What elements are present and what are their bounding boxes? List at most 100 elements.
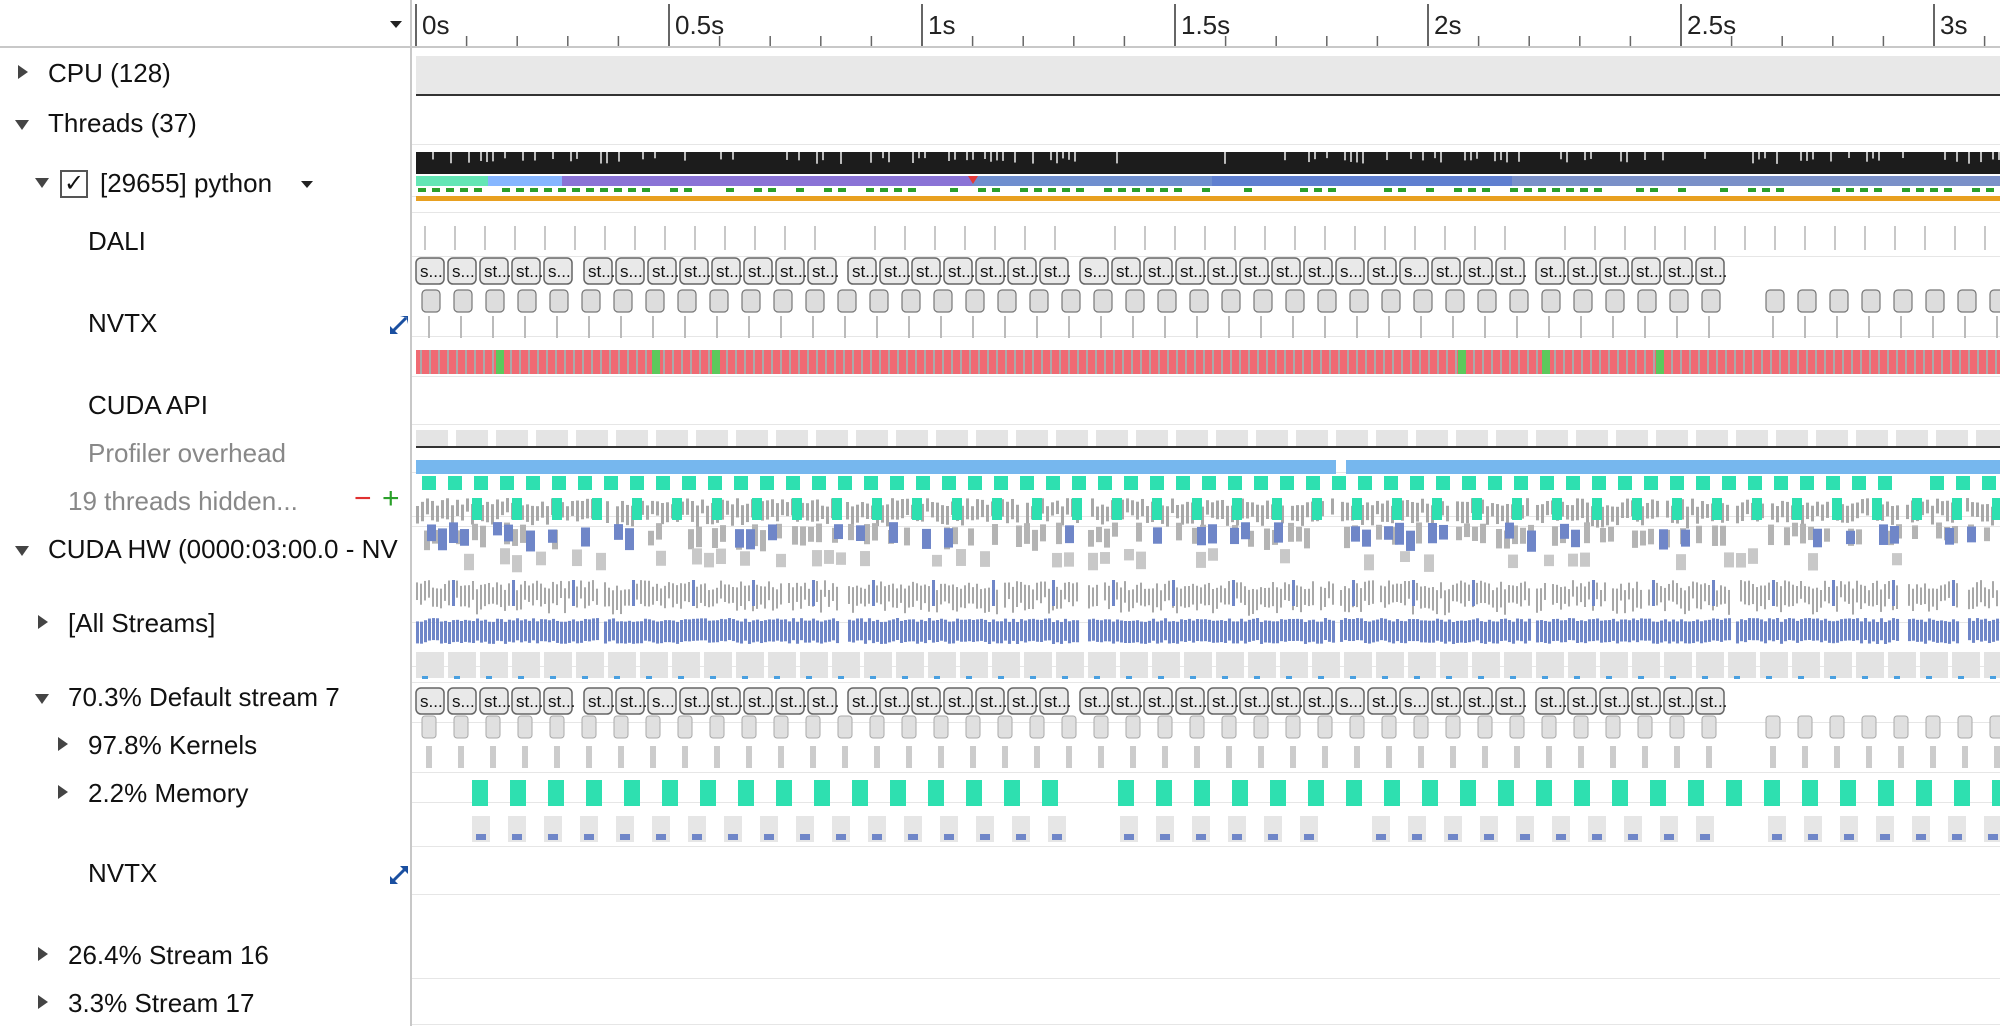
nvtx-range[interactable]: s... [447, 257, 477, 285]
nvtx-subrange[interactable] [901, 289, 921, 313]
nvtx-subrange[interactable] [1797, 715, 1813, 739]
nvtx-subrange[interactable] [997, 715, 1013, 739]
expand-arrow-icon[interactable] [56, 784, 70, 799]
nvtx-range[interactable]: st... [1039, 257, 1071, 285]
show-thread-button[interactable]: + [382, 482, 400, 515]
nvtx-range[interactable]: st... [679, 257, 711, 285]
nvtx-range[interactable]: st... [1431, 257, 1463, 285]
nvtx-range[interactable]: s... [415, 257, 445, 285]
nvtx-subrange[interactable] [1701, 715, 1717, 739]
nvtx-subrange[interactable] [1317, 289, 1337, 313]
row-python-thread[interactable]: ✓ [29655] python [0, 162, 410, 206]
nvtx-subrange[interactable] [677, 289, 697, 313]
nvtx-subrange[interactable] [1925, 289, 1945, 313]
nvtx-subrange[interactable] [1285, 715, 1301, 739]
nvtx-range[interactable]: s... [415, 687, 445, 715]
nvtx-range[interactable]: st... [743, 687, 775, 715]
nvtx-range[interactable]: st... [1239, 257, 1271, 285]
expand-arrow-icon[interactable] [16, 64, 30, 79]
nvtx-subrange[interactable] [1861, 715, 1877, 739]
nvtx-range[interactable]: st... [711, 687, 743, 715]
nvtx-range[interactable]: st... [1535, 687, 1567, 715]
nvtx-subrange[interactable] [1669, 715, 1685, 739]
collapse-arrow-icon[interactable] [34, 176, 49, 190]
nvtx-range[interactable]: st... [943, 257, 975, 285]
nvtx-range[interactable]: st... [975, 257, 1007, 285]
nvtx-subrange[interactable] [965, 715, 981, 739]
nvtx-subrange[interactable] [677, 715, 693, 739]
nvtx-range[interactable]: st... [479, 687, 511, 715]
nvtx-range[interactable]: st... [647, 257, 679, 285]
row-all-streams[interactable]: [All Streams] [0, 604, 410, 644]
nvtx-range[interactable]: st... [1175, 257, 1207, 285]
nvtx-subrange[interactable] [805, 289, 825, 313]
nvtx-range[interactable]: st... [1007, 687, 1039, 715]
nvtx-subrange[interactable] [1957, 289, 1977, 313]
nvtx-range[interactable]: st... [583, 687, 615, 715]
nvtx-range[interactable]: s... [1399, 257, 1429, 285]
nvtx-subrange[interactable] [1221, 715, 1237, 739]
nvtx-subrange[interactable] [773, 289, 793, 313]
nvtx-subrange[interactable] [1925, 715, 1941, 739]
nvtx-subrange[interactable] [1669, 289, 1689, 313]
nvtx-subrange[interactable] [517, 715, 533, 739]
expand-arrow-icon[interactable] [36, 994, 50, 1009]
nvtx-subrange[interactable] [645, 289, 665, 313]
nvtx-subrange[interactable] [1349, 715, 1365, 739]
collapse-arrow-icon[interactable] [34, 692, 49, 706]
nvtx-subrange[interactable] [1125, 289, 1145, 313]
nvtx-range[interactable]: st... [1303, 687, 1335, 715]
nvtx-range[interactable]: st... [1271, 687, 1303, 715]
nvtx-subrange[interactable] [1893, 715, 1909, 739]
nvtx-range[interactable]: st... [583, 257, 615, 285]
nvtx-subrange[interactable] [1093, 715, 1109, 739]
nvtx-subrange[interactable] [1189, 289, 1209, 313]
row-memory[interactable]: 2.2% Memory [0, 774, 410, 814]
nvtx-range[interactable]: s... [1335, 257, 1365, 285]
caret-down-icon[interactable] [300, 180, 314, 194]
nvtx-subrange[interactable] [613, 289, 633, 313]
nvtx-range[interactable]: s... [1079, 257, 1109, 285]
nvtx-subrange[interactable] [773, 715, 789, 739]
nvtx-subrange[interactable] [805, 715, 821, 739]
nvtx-range[interactable]: st... [847, 257, 879, 285]
expand-diagonal-icon[interactable] [388, 314, 410, 336]
nvtx-subrange[interactable] [421, 715, 437, 739]
nvtx-range[interactable]: st... [1143, 687, 1175, 715]
nvtx-range[interactable]: st... [1663, 687, 1695, 715]
time-ruler[interactable]: 0s 0.5s 1s 1.5s 2s 2.5s 3s [412, 0, 2000, 48]
nvtx-range[interactable]: st... [911, 687, 943, 715]
caret-down-icon[interactable] [386, 14, 406, 34]
nvtx-subrange[interactable] [1605, 289, 1625, 313]
nvtx-range[interactable]: st... [1631, 687, 1663, 715]
nvtx-range[interactable]: st... [775, 257, 807, 285]
nvtx-range[interactable]: st... [615, 687, 647, 715]
nvtx-subrange[interactable] [1541, 715, 1557, 739]
row-threads[interactable]: Threads (37) [0, 106, 410, 146]
collapse-arrow-icon[interactable] [14, 118, 29, 132]
nvtx-range[interactable]: st... [1039, 687, 1071, 715]
row-dali[interactable]: DALI [0, 222, 410, 262]
row-cuda-api[interactable]: CUDA API [0, 386, 410, 426]
nvtx-subrange[interactable] [485, 715, 501, 739]
row-cpu[interactable]: CPU (128) [0, 56, 410, 96]
nvtx-range[interactable]: st... [1495, 257, 1527, 285]
hide-thread-button[interactable]: − [354, 482, 372, 515]
nvtx-subrange[interactable] [709, 289, 729, 313]
row-nvtx-thread[interactable]: NVTX [0, 304, 410, 344]
nvtx-subrange[interactable] [1637, 289, 1657, 313]
nvtx-range[interactable]: st... [679, 687, 711, 715]
nvtx-subrange[interactable] [1253, 715, 1269, 739]
nvtx-subrange[interactable] [1061, 289, 1081, 313]
nvtx-subrange[interactable] [1221, 289, 1241, 313]
timeline-panel[interactable]: 0s 0.5s 1s 1.5s 2s 2.5s 3s s... s... st... st... s… [412, 0, 2000, 1026]
nvtx-range[interactable]: st... [743, 257, 775, 285]
nvtx-subrange[interactable] [549, 289, 569, 313]
nvtx-range[interactable]: s... [647, 687, 677, 715]
nvtx-range[interactable]: st... [711, 257, 743, 285]
nvtx-range[interactable]: st... [1695, 687, 1727, 715]
nvtx-range[interactable]: st... [1567, 257, 1599, 285]
nvtx-subrange[interactable] [1893, 289, 1913, 313]
nvtx-range[interactable]: st... [879, 687, 911, 715]
nvtx-range[interactable]: st... [1463, 257, 1495, 285]
